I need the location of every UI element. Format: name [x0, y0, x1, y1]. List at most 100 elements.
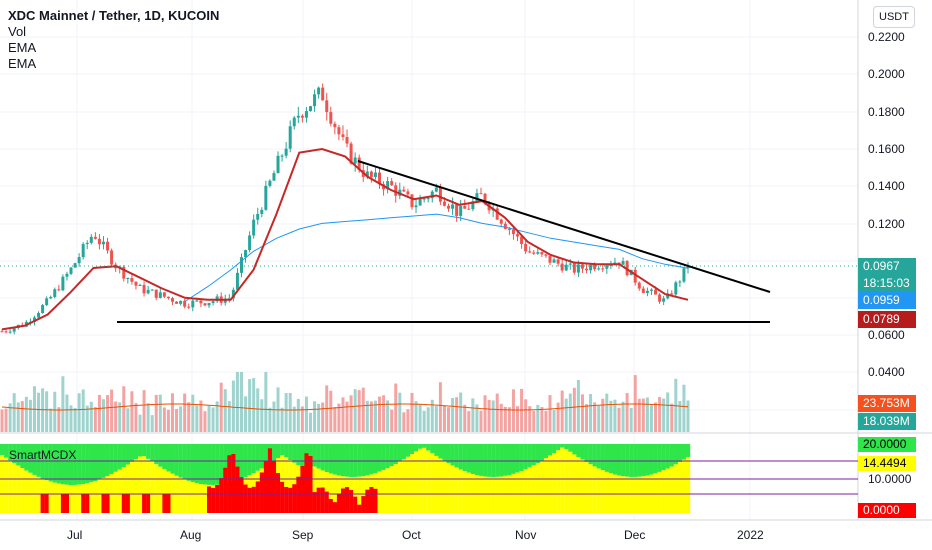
candle-body [341, 134, 345, 138]
smartmcdx-bar [430, 444, 435, 454]
candle-body [231, 289, 235, 299]
candle-body [459, 206, 463, 216]
smartmcdx-bar [24, 470, 29, 513]
volume-bar [219, 382, 223, 432]
volume-bar [560, 390, 564, 432]
volume-bar [597, 405, 601, 432]
smartmcdx-bar [621, 476, 626, 513]
price-tick: 0.2000 [868, 67, 905, 81]
legend-ema-2[interactable]: EMA [8, 56, 37, 71]
price-tick: 0.0400 [868, 365, 905, 379]
smartmcdx-bar [158, 466, 163, 513]
smartmcdx-bar [600, 444, 605, 471]
smartmcdx-bar [568, 451, 573, 513]
smartmcdx-bar [121, 444, 126, 468]
smartmcdx-bar [162, 444, 167, 470]
smartmcdx-bar [353, 444, 358, 477]
candle-body [183, 300, 187, 307]
volume-bar [191, 394, 195, 432]
smartmcdx-bar [458, 469, 463, 513]
smartmcdx-bar [211, 484, 216, 488]
smartmcdx-bar [543, 458, 549, 513]
candle-body [288, 126, 292, 149]
volume-bar [552, 409, 556, 432]
smartmcdx-bar [673, 464, 679, 513]
volume-bar [345, 401, 349, 432]
volume-bar [605, 393, 609, 432]
candle-body [410, 194, 414, 208]
candle-body [333, 123, 337, 128]
smartmcdx-bar [531, 444, 536, 466]
candle-body [150, 289, 154, 291]
volume-bar [585, 404, 589, 432]
smartmcdx-bar [422, 447, 427, 513]
volume-bar [682, 384, 686, 432]
candle-body [211, 301, 215, 304]
smartmcdx-bar [255, 444, 260, 471]
volume-bar [609, 400, 613, 432]
smartmcdx-bar [377, 471, 382, 513]
volume-bar [313, 401, 317, 432]
candle-body [207, 303, 211, 306]
volume-bar [24, 396, 28, 432]
smartmcdx-bar [312, 444, 317, 467]
smartmcdx-bar [300, 444, 305, 468]
smartmcdx-bar [48, 444, 53, 482]
smartmcdx-bar [345, 444, 350, 477]
smartmcdx-bar [142, 444, 147, 457]
smartmcdx-bar [202, 484, 208, 513]
volume-bar [280, 407, 284, 432]
smartmcdx-bar [365, 475, 370, 490]
candle-body [442, 201, 446, 206]
volume-bar [65, 394, 69, 432]
smartmcdx-bar [312, 492, 317, 513]
candle-body [158, 292, 162, 298]
smartmcdx-bar [271, 461, 277, 513]
symbol-title[interactable]: XDC Mainnet / Tether, 1D, KUCOIN [8, 8, 220, 23]
volume-bar [540, 406, 544, 432]
candle-body [386, 181, 390, 190]
volume-bar [12, 393, 16, 432]
smartmcdx-bar [328, 498, 333, 513]
volume-bar [16, 402, 20, 432]
volume-bar [410, 392, 414, 432]
smartmcdx-bar [576, 444, 581, 458]
smartmcdx-bar [198, 444, 204, 485]
volume-bar [272, 401, 276, 432]
price-tick: 0.1200 [868, 217, 905, 231]
smartmcdx-bar [401, 459, 407, 513]
candle-body [585, 268, 589, 271]
candle-body [284, 148, 288, 156]
volume-bar [73, 408, 77, 432]
volume-bar [146, 403, 150, 432]
smartmcdx-bar [361, 496, 366, 513]
ema-slow-tag: 0.0959 [858, 292, 916, 309]
candle-body [134, 281, 138, 286]
smartmcdx-bar [263, 444, 269, 466]
smartmcdx-bar [560, 447, 565, 513]
smartmcdx-bar [629, 476, 634, 513]
smartmcdx-bar [247, 475, 252, 488]
smartmcdx-bar [133, 459, 139, 513]
volume-bar [114, 401, 118, 432]
smartmcdx-bar [138, 456, 143, 513]
smartmcdx-bar [633, 444, 638, 477]
currency-button[interactable]: USDT [873, 6, 915, 28]
candle-body [430, 191, 434, 199]
smartmcdx-bar [369, 474, 374, 488]
smartmcdx-bar [405, 444, 411, 457]
candle-body [511, 229, 515, 235]
volume-bar [491, 400, 495, 432]
volume-bar [511, 389, 515, 432]
smartmcdx-bar [44, 494, 49, 513]
candle-body [329, 112, 333, 124]
legend-vol[interactable]: Vol [8, 24, 27, 39]
legend-smartmcdx[interactable]: SmartMCDX [9, 448, 77, 462]
smartmcdx-bar [519, 471, 524, 513]
volume-bar [601, 398, 605, 432]
candle-body [666, 293, 670, 299]
legend-ema-1[interactable]: EMA [8, 40, 37, 55]
smartmcdx-bar [487, 444, 492, 477]
smartmcdx-bar [280, 444, 285, 456]
